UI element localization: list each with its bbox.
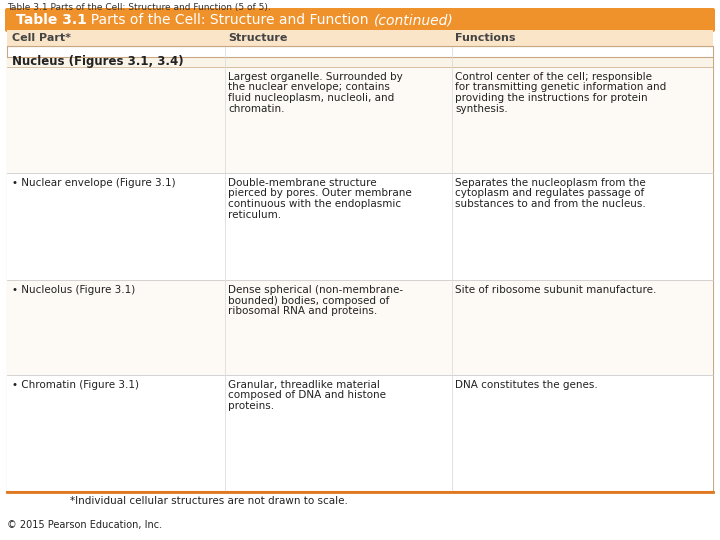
Text: composed of DNA and histone: composed of DNA and histone: [228, 390, 386, 401]
Text: continuous with the endoplasmic: continuous with the endoplasmic: [228, 199, 401, 209]
Text: reticulum.: reticulum.: [228, 210, 281, 219]
Text: • Nuclear envelope (Figure 3.1): • Nuclear envelope (Figure 3.1): [12, 178, 176, 188]
Text: Table 3.1: Table 3.1: [16, 13, 87, 27]
Text: Functions: Functions: [455, 33, 516, 43]
Text: cytoplasm and regulates passage of: cytoplasm and regulates passage of: [455, 188, 644, 199]
Text: Nucleus (Figures 3.1, 3.4): Nucleus (Figures 3.1, 3.4): [12, 56, 184, 69]
FancyBboxPatch shape: [5, 8, 715, 32]
Text: © 2015 Pearson Education, Inc.: © 2015 Pearson Education, Inc.: [7, 520, 162, 530]
Text: Dense spherical (non-membrane-: Dense spherical (non-membrane-: [228, 285, 403, 295]
Bar: [7, 280, 713, 375]
Text: substances to and from the nucleus.: substances to and from the nucleus.: [455, 199, 646, 209]
Text: Double-membrane structure: Double-membrane structure: [228, 178, 377, 188]
Text: ribosomal RNA and proteins.: ribosomal RNA and proteins.: [228, 306, 377, 316]
Bar: [7, 173, 713, 280]
Bar: [7, 375, 713, 492]
Text: the nuclear envelope; contains: the nuclear envelope; contains: [228, 83, 390, 92]
Text: for transmitting genetic information and: for transmitting genetic information and: [455, 83, 666, 92]
Text: Structure: Structure: [228, 33, 287, 43]
Text: Control center of the cell; responsible: Control center of the cell; responsible: [455, 72, 652, 82]
Text: • Chromatin (Figure 3.1): • Chromatin (Figure 3.1): [12, 380, 139, 390]
Text: providing the instructions for protein: providing the instructions for protein: [455, 93, 647, 103]
Text: Separates the nucleoplasm from the: Separates the nucleoplasm from the: [455, 178, 646, 188]
Text: • Nucleolus (Figure 3.1): • Nucleolus (Figure 3.1): [12, 285, 135, 295]
Text: Parts of the Cell: Structure and Function: Parts of the Cell: Structure and Functio…: [82, 13, 373, 27]
Text: bounded) bodies, composed of: bounded) bodies, composed of: [228, 295, 390, 306]
Bar: [7, 30, 713, 46]
Text: synthesis.: synthesis.: [455, 104, 508, 113]
Text: DNA constitutes the genes.: DNA constitutes the genes.: [455, 380, 598, 390]
Text: *Individual cellular structures are not drawn to scale.: *Individual cellular structures are not …: [70, 496, 348, 506]
Text: proteins.: proteins.: [228, 401, 274, 411]
Text: pierced by pores. Outer membrane: pierced by pores. Outer membrane: [228, 188, 412, 199]
Text: Table 3.1 Parts of the Cell: Structure and Function (5 of 5).: Table 3.1 Parts of the Cell: Structure a…: [7, 3, 271, 12]
Text: Site of ribosome subunit manufacture.: Site of ribosome subunit manufacture.: [455, 285, 657, 295]
Bar: [7, 57, 713, 67]
Text: chromatin.: chromatin.: [228, 104, 284, 113]
Text: Cell Part*: Cell Part*: [12, 33, 71, 43]
Bar: [7, 67, 713, 173]
Text: (continued): (continued): [374, 13, 454, 27]
Bar: [7, 46, 713, 492]
Text: Granular, threadlike material: Granular, threadlike material: [228, 380, 380, 390]
Text: fluid nucleoplasm, nucleoli, and: fluid nucleoplasm, nucleoli, and: [228, 93, 395, 103]
Text: Largest organelle. Surrounded by: Largest organelle. Surrounded by: [228, 72, 402, 82]
